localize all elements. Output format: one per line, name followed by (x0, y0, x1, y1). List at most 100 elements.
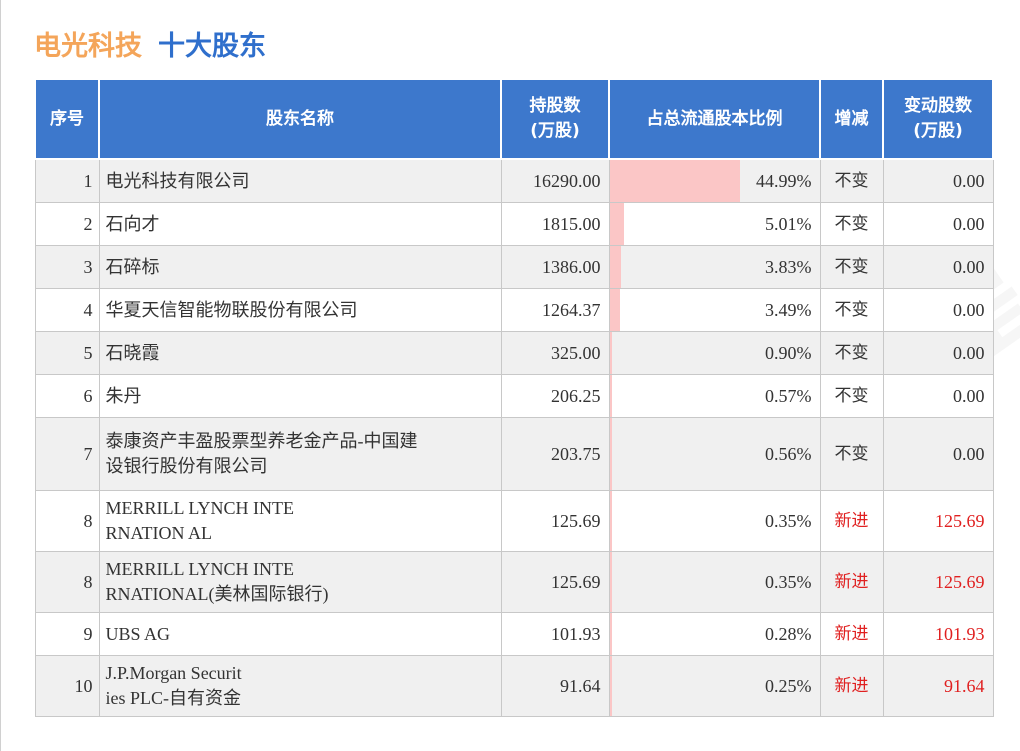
left-border-line (0, 0, 1, 751)
percentage-cell: 0.28% (608, 612, 821, 656)
delta-shares: 91.64 (882, 655, 994, 717)
shareholder-name-line2: 设银行股份有限公司 (105, 456, 268, 476)
row-index: 3 (34, 245, 100, 289)
percentage-bar (609, 613, 612, 655)
shareholder-name: 石碎标 (98, 245, 502, 289)
change-status: 新进 (819, 490, 884, 552)
percentage-value: 3.83% (765, 256, 812, 277)
row-index: 8 (34, 551, 100, 613)
shareholder-name: 电光科技有限公司 (98, 158, 502, 203)
shareholder-name-line2: ies PLC-自有资金 (105, 688, 242, 708)
row-index: 4 (34, 288, 100, 332)
percentage-value: 0.25% (765, 675, 812, 696)
shareholder-name-line1: 石向才 (105, 213, 160, 234)
percentage-value: 0.35% (765, 571, 812, 592)
table-row: 4 华夏天信智能物联股份有限公司 1264.37 3.49% 不变 0.00 (34, 288, 994, 332)
percentage-value: 44.99% (756, 170, 812, 191)
table-row: 2 石向才 1815.00 5.01% 不变 0.00 (34, 202, 994, 246)
percentage-cell: 0.56% (608, 417, 821, 491)
shareholder-name-line1: 朱丹 (105, 385, 142, 406)
delta-shares: 0.00 (882, 158, 994, 203)
row-index: 8 (34, 490, 100, 552)
percentage-cell: 3.49% (608, 288, 821, 332)
change-status: 新进 (819, 551, 884, 613)
shareholder-name-line1: J.P.Morgan Securit (105, 663, 242, 683)
header-percentage: 占总流通股本比例 (608, 78, 821, 160)
change-status: 新进 (819, 655, 884, 717)
percentage-bar (609, 160, 740, 202)
company-name: 电光科技 (34, 31, 142, 62)
delta-shares: 0.00 (882, 245, 994, 289)
shareholder-name-line1: MERRILL LYNCH INTE (105, 559, 295, 579)
delta-shares: 101.93 (882, 612, 994, 656)
percentage-value: 0.28% (765, 623, 812, 644)
top-shareholders-table: 序号 股东名称 持股数 (万股) 占总流通股本比例 增减 变动股数 (万股) 1 电… (34, 78, 994, 717)
table-row: 5 石晓霞 325.00 0.90% 不变 0.00 (34, 331, 994, 375)
page-title: 电光科技 十大股东 (34, 24, 266, 63)
delta-shares: 0.00 (882, 202, 994, 246)
delta-shares: 125.69 (882, 490, 994, 552)
row-index: 1 (34, 158, 100, 203)
shareholder-name: 泰康资产丰盈股票型养老金产品-中国建 设银行股份有限公司 (98, 417, 502, 491)
shares-held: 16290.00 (500, 158, 610, 203)
percentage-cell: 0.57% (608, 374, 821, 418)
shares-held: 125.69 (500, 490, 610, 552)
shareholders-table-container: 序号 股东名称 持股数 (万股) 占总流通股本比例 增减 变动股数 (万股) 1 电… (34, 78, 994, 717)
row-index: 7 (34, 417, 100, 491)
header-shareholder-name: 股东名称 (98, 78, 502, 160)
shareholder-name: 朱丹 (98, 374, 502, 418)
change-status: 不变 (819, 245, 884, 289)
shareholder-name: 华夏天信智能物联股份有限公司 (98, 288, 502, 332)
table-header-row: 序号 股东名称 持股数 (万股) 占总流通股本比例 增减 变动股数 (万股) (34, 78, 994, 160)
delta-shares: 0.00 (882, 374, 994, 418)
percentage-cell: 5.01% (608, 202, 821, 246)
row-index: 6 (34, 374, 100, 418)
shareholder-name-line1: 电光科技有限公司 (105, 170, 250, 191)
table-row: 6 朱丹 206.25 0.57% 不变 0.00 (34, 374, 994, 418)
percentage-value: 5.01% (765, 213, 812, 234)
percentage-bar (609, 656, 612, 716)
shareholder-name: 石向才 (98, 202, 502, 246)
shareholder-name: MERRILL LYNCH INTE RNATIONAL(美林国际银行) (98, 551, 502, 613)
percentage-bar (609, 289, 620, 331)
shares-held: 203.75 (500, 417, 610, 491)
shareholder-name: MERRILL LYNCH INTE RNATION AL (98, 490, 502, 552)
header-shares-line2: (万股) (530, 121, 580, 141)
shareholder-name-line2: RNATION AL (105, 523, 213, 543)
change-status: 不变 (819, 288, 884, 332)
header-shares-line1: 持股数 (529, 96, 581, 116)
percentage-cell: 0.90% (608, 331, 821, 375)
delta-shares: 0.00 (882, 417, 994, 491)
change-status: 不变 (819, 331, 884, 375)
table-row: 3 石碎标 1386.00 3.83% 不变 0.00 (34, 245, 994, 289)
shares-held: 91.64 (500, 655, 610, 717)
header-index: 序号 (34, 78, 100, 160)
percentage-value: 0.56% (765, 443, 812, 464)
delta-shares: 125.69 (882, 551, 994, 613)
percentage-bar (609, 246, 621, 288)
shares-held: 325.00 (500, 331, 610, 375)
row-index: 9 (34, 612, 100, 656)
shares-held: 1264.37 (500, 288, 610, 332)
percentage-value: 0.57% (765, 385, 812, 406)
percentage-cell: 0.35% (608, 490, 821, 552)
table-row: 8 MERRILL LYNCH INTE RNATION AL 125.69 0.… (34, 490, 994, 552)
header-shares: 持股数 (万股) (500, 78, 610, 160)
shareholder-name: UBS AG (98, 612, 502, 656)
percentage-bar (609, 418, 612, 490)
percentage-bar (609, 491, 612, 551)
table-row: 9 UBS AG 101.93 0.28% 新进 101.93 (34, 612, 994, 656)
shares-held: 206.25 (500, 374, 610, 418)
table-row: 1 电光科技有限公司 16290.00 44.99% 不变 0.00 (34, 158, 994, 203)
shares-held: 125.69 (500, 551, 610, 613)
percentage-value: 3.49% (765, 299, 812, 320)
change-status: 不变 (819, 202, 884, 246)
shareholder-name-line1: 石碎标 (105, 256, 160, 277)
percentage-bar (609, 203, 624, 245)
header-delta-shares: 变动股数 (万股) (882, 78, 994, 160)
percentage-cell: 0.25% (608, 655, 821, 717)
shareholder-name-line1: UBS AG (105, 623, 171, 644)
row-index: 5 (34, 331, 100, 375)
percentage-cell: 3.83% (608, 245, 821, 289)
shareholder-name: J.P.Morgan Securit ies PLC-自有资金 (98, 655, 502, 717)
